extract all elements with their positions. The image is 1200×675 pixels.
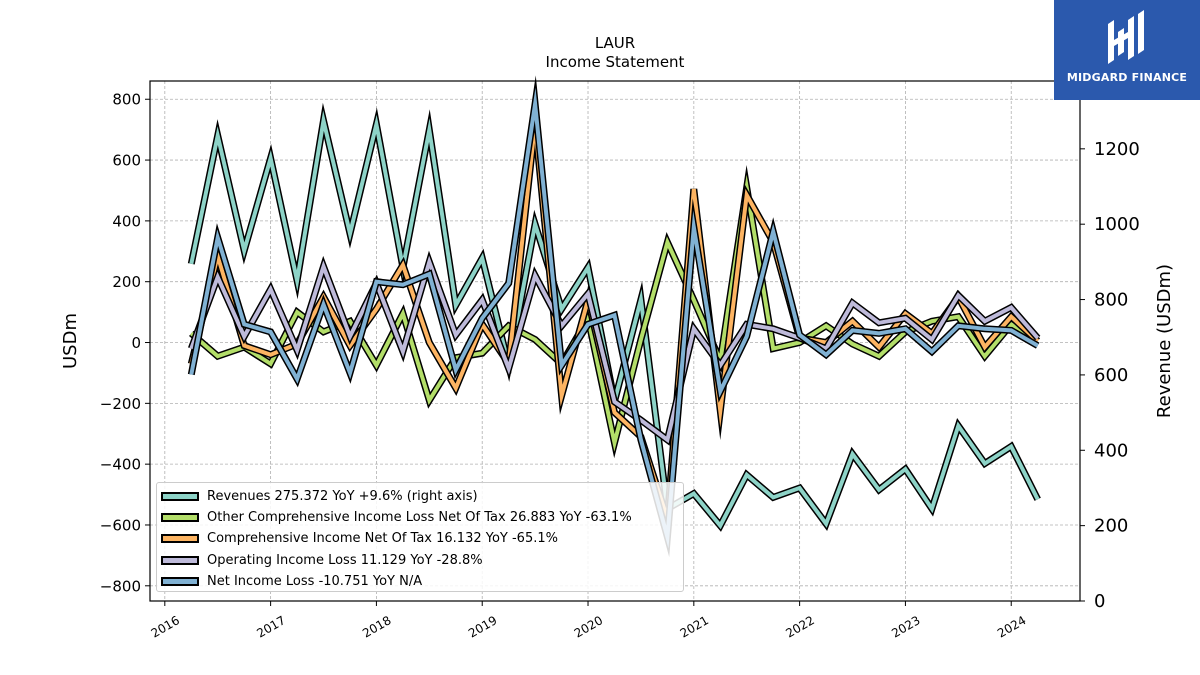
y-right-tick-label: 0 — [1094, 591, 1105, 612]
x-tick-label: 2021 — [678, 613, 711, 640]
legend-label: Net Income Loss -10.751 YoY N/A — [207, 573, 423, 589]
series-line-comprehensive-income-net-of-tax — [189, 104, 1040, 530]
x-tick-label: 2019 — [466, 613, 499, 640]
x-tick-label: 2023 — [889, 613, 922, 640]
legend-item-other-comprehensive-income: Other Comprehensive Income Loss Net Of T… — [161, 507, 683, 528]
y-right-tick-label: 400 — [1094, 440, 1128, 461]
y-tick-label: −800 — [100, 577, 141, 595]
y-tick-label: −600 — [100, 516, 141, 534]
y-tick-label: 200 — [112, 273, 141, 291]
plot-frame — [149, 80, 1081, 602]
y-tick-label: 0 — [131, 334, 141, 352]
legend-item-comprehensive-income: Comprehensive Income Net Of Tax 16.132 Y… — [161, 528, 683, 549]
y-right-tick-label: 600 — [1094, 365, 1128, 386]
y-axis-left-label: USDm — [60, 313, 81, 369]
y-tick-label: 800 — [112, 91, 141, 109]
y-right-tick-label: 800 — [1094, 290, 1128, 311]
y-tick-label: −400 — [100, 456, 141, 474]
x-tick-label: 2024 — [995, 613, 1028, 640]
legend-item-operating-income: Operating Income Loss 11.129 YoY -28.8% — [161, 550, 683, 571]
legend-swatch — [161, 555, 199, 565]
x-tick-label: 2022 — [783, 613, 816, 640]
y-right-tick-label: 1200 — [1094, 139, 1140, 160]
x-tick-label: 2018 — [360, 613, 393, 640]
y-tick-label: 400 — [112, 212, 141, 230]
midgard-logo-icon — [1108, 10, 1144, 64]
y-tick-label: 600 — [112, 152, 141, 170]
x-tick-label: 2017 — [254, 613, 287, 640]
x-tick-label: 2016 — [149, 613, 182, 640]
legend-swatch — [161, 513, 199, 523]
y-axis-right-label: Revenue (USDm) — [1154, 264, 1175, 418]
y-right-tick-label: 1000 — [1094, 214, 1140, 235]
series-line-operating-income-loss — [189, 255, 1040, 444]
series-line-net-income-loss — [189, 87, 1039, 549]
y-tick-label: −200 — [100, 395, 141, 413]
y-right-tick-label: 200 — [1094, 516, 1128, 537]
legend-swatch — [161, 576, 199, 586]
legend-swatch — [161, 534, 199, 544]
chart-title: LAUR — [595, 34, 635, 52]
legend-label: Revenues 275.372 YoY +9.6% (right axis) — [207, 489, 478, 505]
brand-name: MIDGARD FINANCE — [1066, 71, 1188, 84]
chart-subtitle: Income Statement — [546, 53, 685, 71]
legend-label: Comprehensive Income Net Of Tax 16.132 Y… — [207, 531, 558, 547]
chart-legend: Revenues 275.372 YoY +9.6% (right axis) … — [156, 482, 684, 592]
legend-item-revenues: Revenues 275.372 YoY +9.6% (right axis) — [161, 486, 683, 507]
brand-logo: MIDGARD FINANCE — [1054, 0, 1200, 100]
legend-item-net-income: Net Income Loss -10.751 YoY N/A — [161, 571, 683, 592]
legend-swatch — [161, 492, 199, 502]
legend-label: Operating Income Loss 11.129 YoY -28.8% — [207, 552, 483, 568]
series-lines — [187, 75, 1041, 558]
x-tick-label: 2020 — [572, 613, 605, 640]
legend-label: Other Comprehensive Income Loss Net Of T… — [207, 510, 632, 526]
